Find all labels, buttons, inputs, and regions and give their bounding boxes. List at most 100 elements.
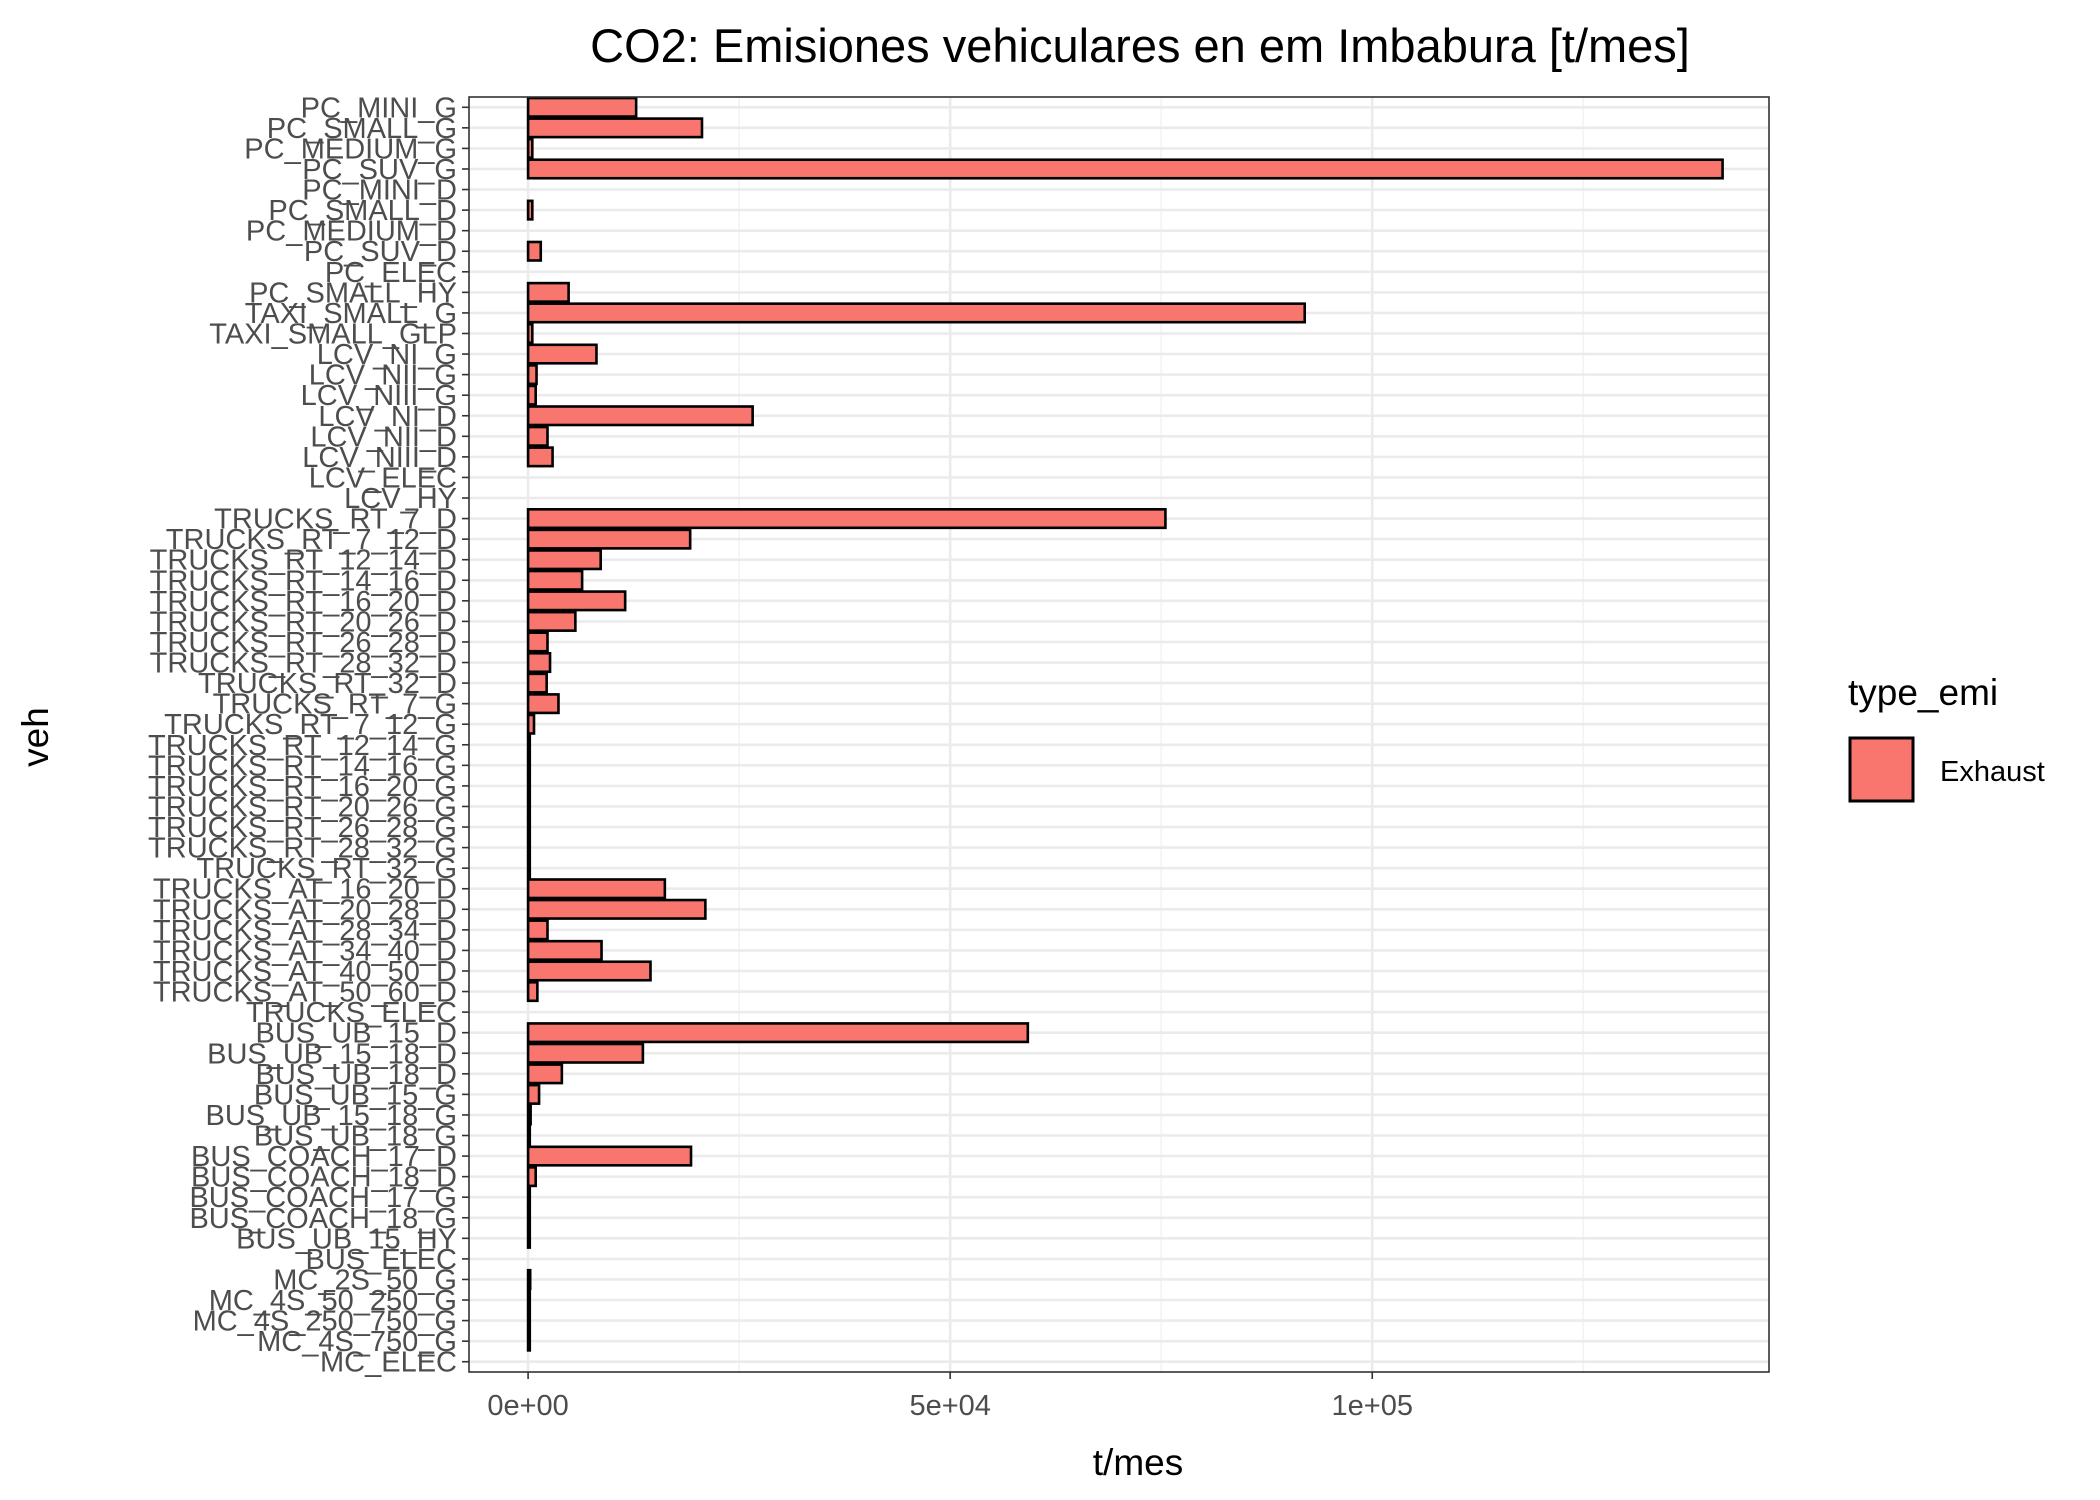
y-tick-label: TRUCKS_RT_7_12_D (166, 524, 457, 556)
y-tick-label: TRUCKS_RT_32_D (198, 668, 457, 700)
bar-mc-2s-50-g (526, 1268, 532, 1291)
bar-trucks-rt-28-32-d (526, 651, 552, 674)
bar-trucks-rt-7-d (526, 508, 1167, 530)
y-tick-label: LCV_ELEC (309, 462, 457, 494)
legend: type_emi Exhaust (1848, 672, 2045, 803)
y-tick-label: LCV_NIII_G (301, 380, 457, 412)
bar-trucks-at-40-50-d (526, 960, 652, 982)
y-tick-label: LCV_NIII_D (302, 442, 457, 474)
y-tick-label: TRUCKS_AT_40_50_D (153, 956, 457, 988)
y-tick-label: MC_2S_50_G (273, 1264, 457, 1296)
y-tick-label: LCV_NI_G (317, 339, 457, 371)
y-tick-label: PC_MEDIUM_D (246, 216, 457, 248)
y-tick-label: MC_ELEC (320, 1347, 457, 1379)
bar-trucks-rt-20-26-d (526, 610, 577, 632)
y-tick-label: TRUCKS_RT_16_20_G (148, 771, 457, 803)
y-tick-label: TRUCKS_RT_12_14_D (150, 545, 457, 577)
y-tick-label: LCV_NI_D (318, 401, 457, 433)
y-tick-label: TRUCKS_AT_20_28_D (153, 894, 457, 926)
y-tick-label: TRUCKS_RT_16_20_D (150, 586, 457, 618)
y-tick-label: PC_MEDIUM_G (244, 133, 457, 165)
y-tick-label: BUS_UB_15_HY (236, 1223, 457, 1255)
bar-trucks-rt-12-14-d (526, 549, 602, 571)
legend-key-exhaust (1848, 736, 1915, 803)
bar-trucks-rt-16-20-d (526, 590, 627, 612)
bar-trucks-rt-16-20-g (526, 775, 532, 797)
bar-trucks-at-50-60-d (526, 981, 539, 1003)
bar-lcv-nii-d (526, 425, 549, 447)
panel-background (469, 97, 1769, 1372)
bar-taxi-small-g (526, 302, 1307, 324)
bar-bus-ub-15-18-g (526, 1104, 532, 1126)
bar-pc-suv-g (526, 158, 1724, 180)
bar-bus-coach-18-d (526, 1166, 537, 1188)
bar-trucks-at-34-40-d (526, 939, 603, 961)
bar-bus-ub-18-d (526, 1063, 564, 1085)
y-tick-label: TRUCKS_AT_28_34_D (153, 915, 457, 947)
bar-trucks-rt-7-12-g (526, 713, 536, 735)
bar-mc-4s-50-250-g (526, 1289, 532, 1311)
x-tick-label: 5e+04 (909, 1390, 990, 1422)
bar-pc-small-g (526, 117, 704, 139)
y-tick-label: PC_MINI_G (301, 92, 457, 124)
bar-trucks-rt-26-28-d (526, 631, 549, 653)
bar-trucks-rt-20-26-g (526, 795, 532, 818)
y-tick-label: TRUCKS_RT_26_28_G (148, 812, 457, 844)
bar-pc-suv-d (526, 240, 543, 262)
bar-mc-4s-250-750-g (526, 1310, 532, 1332)
bar-trucks-at-16-20-d (526, 878, 667, 900)
bar-lcv-niii-d (526, 446, 554, 468)
y-tick-label: TRUCKS_RT_14_16_D (150, 565, 457, 597)
x-tick-label: 0e+00 (487, 1390, 568, 1422)
bar-trucks-at-20-28-d (526, 898, 707, 920)
y-tick-label: TRUCKS_RT_32_G (196, 853, 457, 885)
y-tick-label: LCV_NII_G (309, 360, 457, 392)
bar-trucks-rt-7-12-d (526, 528, 692, 550)
y-tick-label: TRUCKS_ELEC (246, 997, 457, 1029)
y-tick-label: TRUCKS_AT_50_60_D (153, 977, 457, 1009)
bar-trucks-rt-32-g (526, 857, 532, 879)
y-tick-label: TRUCKS_RT_20_26_G (148, 791, 457, 823)
bar-pc-small-hy (526, 281, 570, 303)
bar-lcv-ni-g (526, 343, 598, 365)
bar-bus-coach-17-d (526, 1145, 693, 1167)
y-tick-label: BUS_ELEC (305, 1244, 457, 1276)
y-tick-label: BUS_UB_15_18_G (206, 1100, 458, 1132)
bar-trucks-rt-14-16-g (526, 754, 532, 776)
legend-label-exhaust: Exhaust (1940, 756, 2045, 788)
bar-mc-4s-750-g (526, 1330, 532, 1352)
bar-trucks-at-28-34-d (526, 919, 549, 941)
y-tick-label: BUS_UB_15_G (254, 1079, 457, 1111)
y-tick-label: TRUCKS_AT_16_20_D (153, 874, 457, 906)
bar-trucks-rt-12-14-g (526, 734, 532, 756)
y-tick-label: PC_ELEC (325, 257, 457, 289)
bar-taxi-small-glp (526, 322, 534, 345)
bar-bus-ub-15-18-d (526, 1042, 645, 1064)
y-tick-label: TRUCKS_RT_7_G (213, 689, 457, 721)
bar-trucks-rt-26-28-g (526, 816, 532, 838)
bar-pc-mini-g (526, 96, 638, 118)
y-tick-label: MC_4S_50_250_G (209, 1285, 457, 1317)
bar-bus-coach-18-g (526, 1207, 532, 1229)
y-tick-label: TRUCKS_RT_7_12_G (164, 709, 457, 741)
panel-frame (468, 96, 1770, 1373)
x-axis-ticks: 0e+00 5e+04 1e+05 (487, 1372, 1413, 1422)
y-tick-label: BUS_UB_18_G (254, 1121, 457, 1153)
y-tick-label: TRUCKS_RT_28_32_D (150, 648, 457, 680)
y-tick-label: BUS_COACH_18_D (191, 1162, 457, 1194)
y-tick-label: MC_4S_750_G (257, 1326, 457, 1358)
y-tick-label: PC_SUV_D (304, 236, 457, 268)
y-tick-label: PC_MINI_D (302, 175, 457, 207)
y-tick-label: LCV_NII_D (310, 421, 457, 453)
y-tick-label: TRUCKS_RT_7_D (214, 504, 457, 536)
y-tick-label: PC_SMALL_D (268, 195, 457, 227)
y-tick-label: TAXI_SMALL_GLP (209, 318, 457, 350)
y-tick-label: TAXI_SMALL_G (245, 298, 457, 330)
y-tick-label: TRUCKS_AT_34_40_D (153, 935, 457, 967)
y-tick-label: PC_SUV_G (302, 154, 457, 186)
y-tick-label: TRUCKS_RT_28_32_G (148, 833, 457, 865)
bar-pc-small-d (526, 199, 534, 221)
legend-title: type_emi (1848, 672, 1998, 713)
bar-bus-ub-18-g (526, 1124, 532, 1147)
